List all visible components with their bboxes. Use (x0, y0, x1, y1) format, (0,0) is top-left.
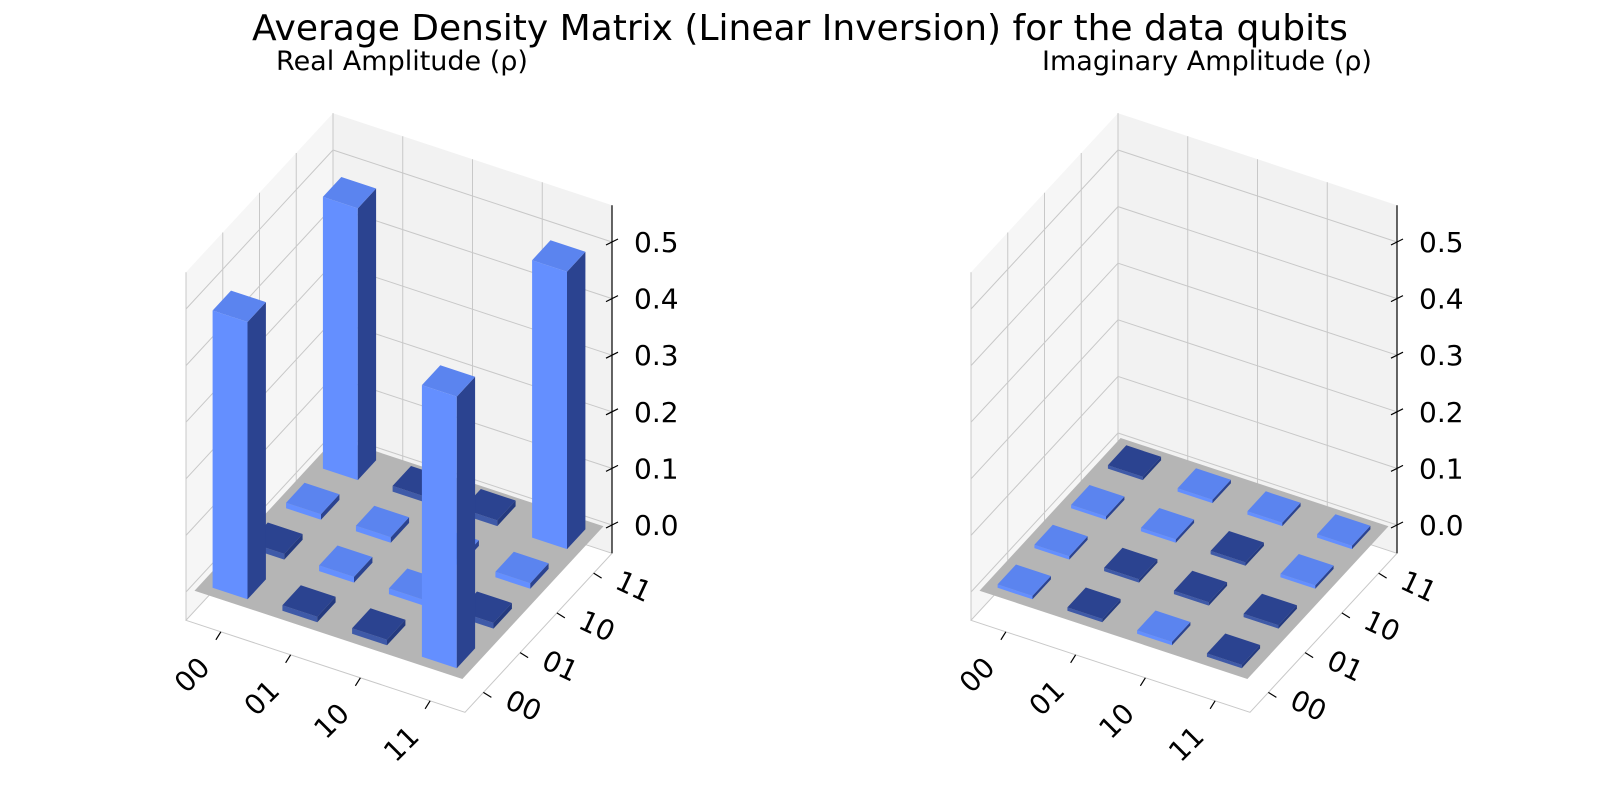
row-tick-label: 00 (953, 651, 1002, 700)
col-tick-label: 00 (1285, 683, 1331, 728)
z-tick (605, 408, 619, 416)
col-tick-label: 11 (1396, 564, 1442, 609)
bar-10-00 (352, 608, 406, 646)
bar-11-11 (1317, 514, 1371, 550)
bar-11-10 (495, 551, 549, 589)
z-tick-label: 0.2 (1419, 396, 1464, 429)
imaginary-panel-title: Imaginary Amplitude (ρ) (1042, 46, 1372, 77)
col-tick-label: 01 (537, 644, 583, 689)
bar-00-11 (322, 177, 377, 481)
row-tick (285, 654, 292, 664)
grid-line (970, 319, 1398, 480)
grid-line (970, 149, 1398, 310)
row-tick-label: 10 (307, 697, 356, 746)
col-tick-label: 00 (500, 683, 546, 728)
col-tick (1304, 652, 1314, 659)
row-tick (424, 700, 431, 710)
z-tick-label: 0.5 (1419, 226, 1464, 259)
z-tick-label: 0.2 (634, 396, 679, 429)
grid-line (970, 375, 1398, 536)
bar-00-01 (1034, 524, 1088, 560)
col-tick (483, 691, 492, 698)
grid-line (185, 149, 613, 310)
z-tick-label: 0.0 (634, 509, 679, 542)
z-tick (1390, 408, 1404, 416)
z-tick (1390, 521, 1404, 529)
col-tick (519, 652, 529, 659)
bar-01-00 (1067, 587, 1121, 623)
col-tick-label: 10 (574, 604, 620, 649)
z-tick-label: 0.5 (634, 226, 679, 259)
row-tick (1000, 631, 1007, 641)
z-tick-label: 0.0 (1419, 509, 1464, 542)
bar-11-00 (421, 365, 476, 669)
bar-00-00 (997, 564, 1051, 600)
row-tick (354, 677, 361, 687)
bar-00-11 (1107, 445, 1162, 481)
real-panel-title: Real Amplitude (ρ) (276, 46, 528, 77)
z-tick (1390, 351, 1404, 359)
z-tick-label: 0.4 (634, 283, 679, 316)
bar-11-00 (1206, 633, 1261, 669)
z-tick (605, 464, 619, 472)
bar-01-10 (1140, 508, 1195, 543)
row-tick (1139, 677, 1146, 687)
col-tick (1268, 691, 1277, 698)
row-tick-label: 01 (1023, 674, 1072, 723)
col-tick (593, 572, 602, 579)
row-tick-label: 11 (377, 720, 426, 769)
z-tick (605, 521, 619, 529)
col-tick-label: 01 (1322, 644, 1368, 689)
z-tick-label: 0.1 (634, 452, 679, 485)
bar-01-00 (282, 585, 336, 623)
col-tick-label: 10 (1359, 604, 1405, 649)
bar-10-01 (1173, 570, 1228, 606)
grid-line (970, 432, 1398, 593)
row-tick-label: 11 (1162, 720, 1211, 769)
z-tick (1390, 295, 1404, 303)
col-tick-label: 11 (611, 564, 657, 609)
row-tick (1209, 700, 1216, 710)
z-tick (605, 295, 619, 303)
z-tick-label: 0.4 (1419, 283, 1464, 316)
bar-01-11 (1177, 468, 1231, 504)
bar-11-01 (1243, 593, 1297, 629)
bar-10-00 (1137, 610, 1191, 646)
bar-11-11 (532, 240, 586, 550)
col-tick (556, 612, 566, 619)
bar-10-10 (1210, 531, 1264, 566)
z-tick (605, 238, 619, 246)
bar-00-10 (286, 482, 340, 520)
figure-title: Average Density Matrix (Linear Inversion… (252, 8, 1348, 49)
row-tick-label: 10 (1092, 697, 1141, 746)
row-tick (1070, 654, 1077, 664)
bar-00-00 (212, 290, 266, 600)
bar-01-01 (319, 545, 373, 583)
bar-11-10 (1280, 554, 1334, 589)
bar-01-10 (355, 505, 410, 543)
row-tick (215, 631, 222, 641)
z-tick-label: 0.3 (1419, 339, 1464, 372)
col-tick (1378, 572, 1387, 579)
col-tick (1341, 612, 1351, 619)
grid-line (970, 206, 1398, 366)
bar-01-01 (1104, 547, 1158, 583)
grid-line (970, 262, 1398, 423)
z-tick-label: 0.1 (1419, 452, 1464, 485)
z-tick-label: 0.3 (634, 339, 679, 372)
bar-10-11 (1247, 491, 1301, 527)
row-tick-label: 00 (168, 651, 217, 700)
bar-00-10 (1071, 485, 1125, 520)
z-tick (1390, 464, 1404, 472)
row-tick-label: 01 (238, 674, 287, 723)
z-tick (605, 351, 619, 359)
z-tick (1390, 238, 1404, 246)
